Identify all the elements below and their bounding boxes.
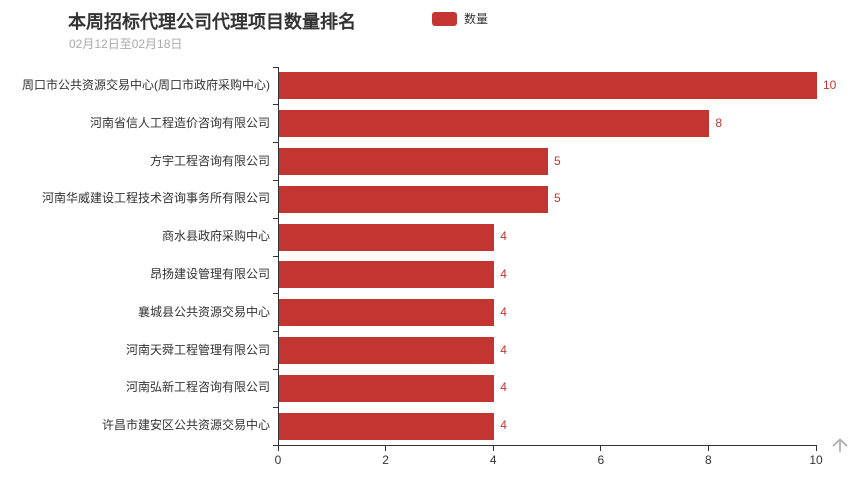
bar[interactable] (279, 148, 548, 175)
up-arrow-icon[interactable] (830, 436, 850, 456)
value-label: 4 (500, 380, 507, 395)
category-label: 方宇工程咨询有限公司 (149, 153, 270, 168)
y-axis-tick (273, 293, 278, 295)
y-axis-tick (273, 444, 278, 446)
bar[interactable] (279, 261, 495, 289)
chart-subtitle: 02月12日至02月18日 (69, 37, 183, 51)
category-label: 河南天舜工程管理有限公司 (125, 342, 270, 357)
bar[interactable] (279, 72, 817, 100)
y-axis-tick (273, 331, 278, 333)
x-axis-tick (815, 446, 817, 451)
x-axis-tick-label: 6 (597, 453, 605, 467)
value-label: 10 (823, 78, 837, 92)
value-label: 5 (554, 153, 561, 168)
x-axis-tick-label: 10 (809, 453, 823, 467)
y-axis-tick (273, 142, 278, 144)
legend-swatch-icon (432, 12, 457, 26)
y-axis-tick (273, 406, 278, 408)
x-axis: 0 2 4 6 8 10 (275, 446, 823, 470)
up-arrow-glyph (832, 438, 848, 452)
bar[interactable] (279, 110, 710, 138)
category-label: 河南省信人工程造价咨询有限公司 (89, 115, 270, 130)
x-axis-tick (707, 446, 709, 451)
value-label: 4 (500, 229, 507, 244)
x-axis-tick-label: 2 (382, 453, 389, 467)
bar[interactable] (279, 299, 495, 327)
y-axis-category-labels: 周口市公共资源交易中心(周口市政府采购中心) 河南省信人工程造价咨询有限公司方宇工… (0, 67, 270, 445)
y-axis-tick (273, 217, 278, 219)
value-label: 4 (500, 267, 507, 281)
bar[interactable] (279, 223, 495, 251)
value-label: 8 (715, 115, 723, 130)
x-axis-tick (492, 446, 494, 451)
plot-area: 10 8 5 5 4 4 4 4 4 4 (273, 66, 836, 446)
bar[interactable] (279, 374, 495, 402)
x-axis-tick-label: 4 (489, 453, 497, 467)
y-axis-tick (273, 368, 278, 370)
category-label: 周口市公共资源交易中心(周口市政府采购中心) (22, 78, 270, 92)
y-axis-tick (273, 179, 278, 181)
y-axis-tick (273, 255, 278, 257)
x-axis-tick (385, 446, 387, 451)
bar[interactable] (279, 412, 495, 440)
category-label: 商水县政府采购中心 (161, 229, 270, 244)
x-axis-tick-label: 8 (705, 453, 712, 467)
value-label: 4 (500, 304, 507, 319)
legend-item-quantity[interactable]: 数量 (432, 12, 488, 26)
x-axis-tick (600, 446, 602, 451)
category-label: 襄城县公共资源交易中心 (137, 304, 270, 319)
category-label: 昂扬建设管理有限公司 (149, 267, 270, 281)
value-label: 4 (500, 342, 507, 357)
category-label: 河南弘新工程咨询有限公司 (125, 380, 270, 395)
legend-label: 数量 (464, 12, 489, 26)
value-label: 4 (500, 418, 507, 433)
y-axis-tick (273, 104, 278, 106)
category-label: 河南华威建设工程技术咨询事务所有限公司 (41, 191, 270, 206)
y-axis-tick (273, 66, 278, 68)
bar[interactable] (279, 337, 495, 364)
category-label: 许昌市建安区公共资源交易中心 (101, 418, 270, 433)
x-axis-tick-label: 0 (274, 453, 282, 467)
chart-title: 本周招标代理公司代理项目数量排名 (68, 12, 356, 32)
value-label: 5 (554, 191, 561, 206)
x-axis-tick (277, 446, 279, 451)
bar[interactable] (279, 185, 548, 213)
